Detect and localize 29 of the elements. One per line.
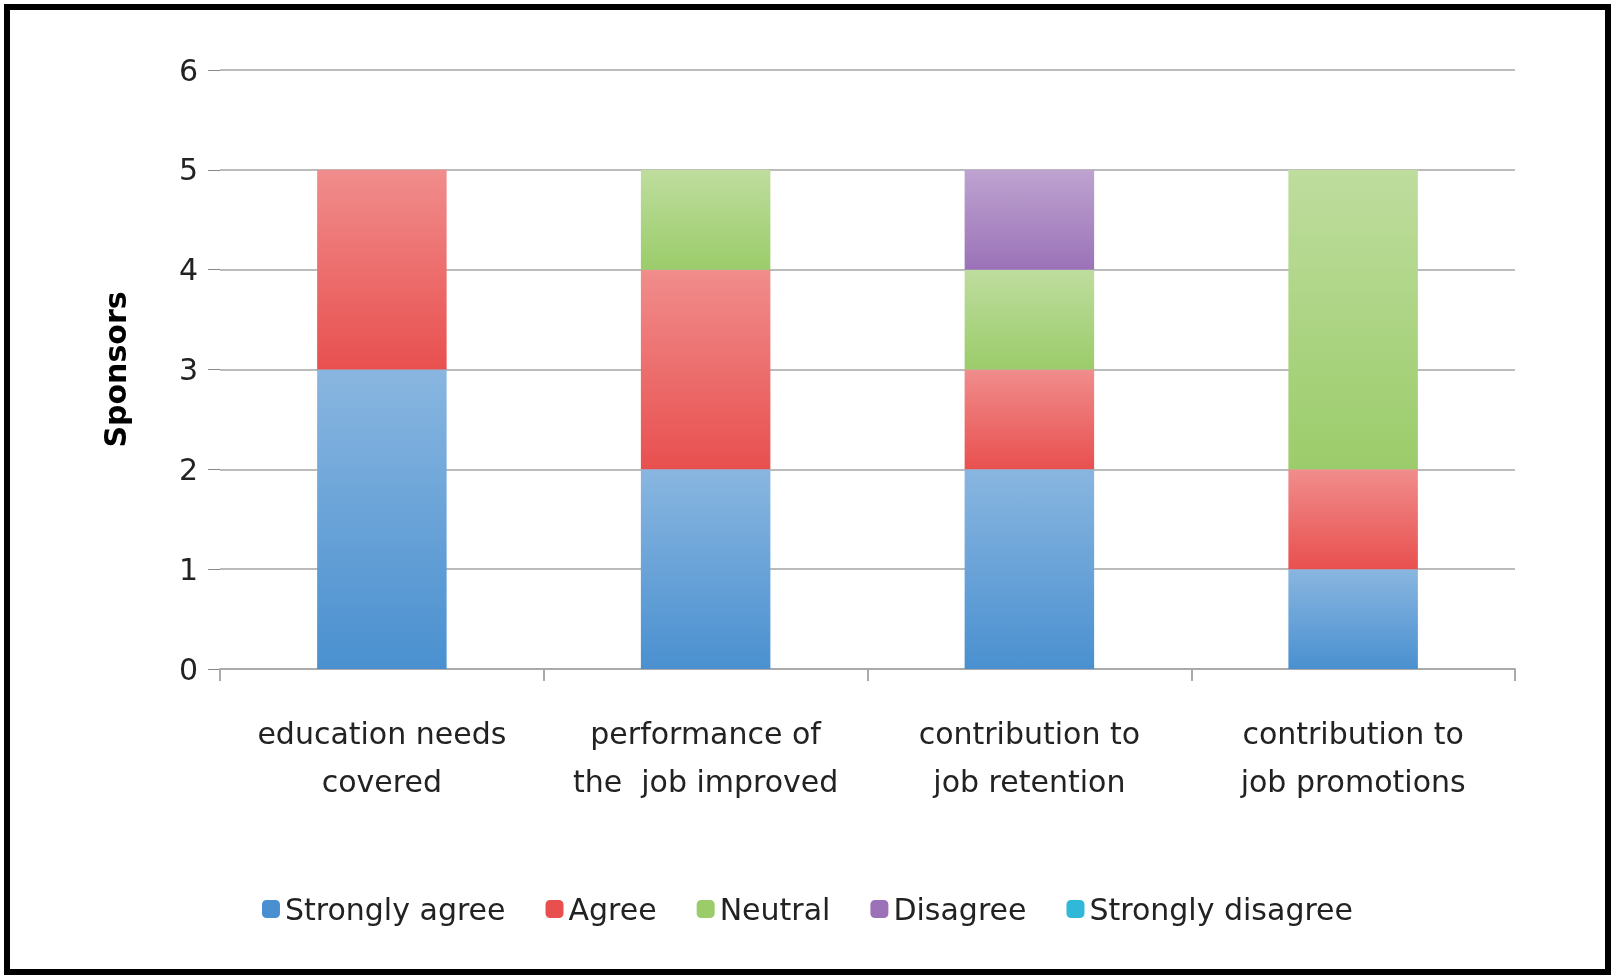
bar: [640, 469, 771, 669]
legend-label: Strongly disagree: [1089, 891, 1354, 927]
bar: [1288, 169, 1418, 470]
y-tick-label: 2: [178, 451, 198, 487]
bar: [640, 169, 771, 270]
y-tick-label: 0: [178, 651, 198, 687]
bar: [964, 269, 1095, 370]
bar: [640, 269, 771, 470]
legend-label: Agree: [568, 891, 657, 927]
bar: [317, 169, 447, 370]
y-tick-label: 4: [178, 252, 198, 288]
x-tick-label: performance of the job improved: [572, 715, 839, 799]
bar: [964, 469, 1095, 669]
y-axis-title: Sponsors: [97, 291, 133, 448]
bar: [964, 169, 1095, 270]
y-tick-label: 3: [178, 352, 198, 387]
legend-label: Strongly agree: [284, 891, 506, 927]
x-tick-label: contribution to job retention: [918, 715, 1141, 799]
y-tick-label: 1: [178, 551, 198, 587]
legend-label: Disagree: [893, 891, 1027, 927]
x-tick-label: contribution to job promotions: [1239, 715, 1466, 799]
y-tick-label: 5: [178, 152, 198, 188]
legend-label: Neutral: [719, 891, 831, 927]
bar: [964, 369, 1095, 470]
x-tick-label: education needs covered: [257, 715, 507, 799]
bar: [1288, 469, 1418, 570]
bar: [317, 369, 447, 669]
y-tick-label: 6: [178, 52, 198, 88]
bar: [1288, 569, 1418, 669]
